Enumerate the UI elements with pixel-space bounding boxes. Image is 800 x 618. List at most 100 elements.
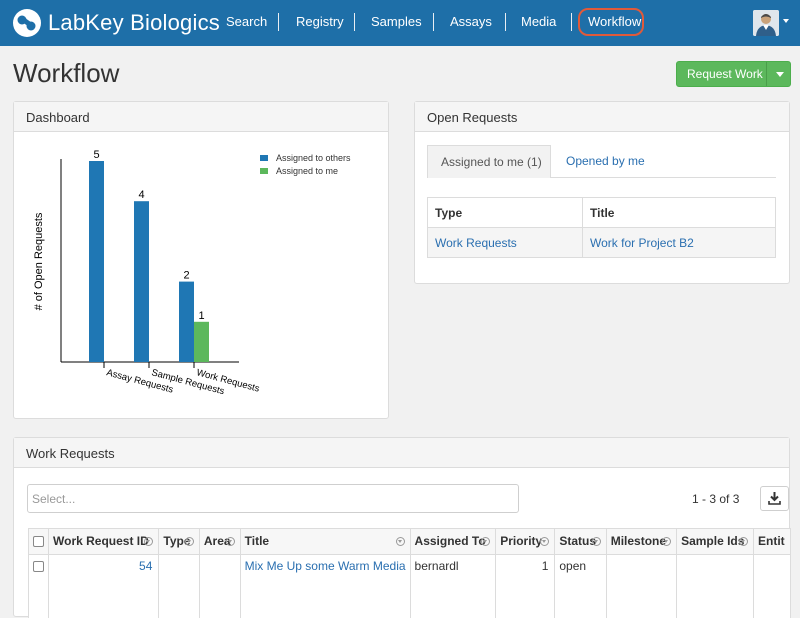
work-requests-panel-header: Work Requests — [14, 438, 789, 468]
work-requests-select-input[interactable]: Select... — [27, 484, 519, 513]
bar-value-label: 2 — [183, 270, 189, 282]
request-work-label: Request Work — [687, 67, 763, 81]
download-button[interactable] — [760, 486, 789, 511]
legend-swatch — [260, 155, 268, 161]
column-menu-icon[interactable] — [396, 537, 405, 546]
column-header-type[interactable]: Type — [159, 529, 199, 555]
column-header-label: Priority — [500, 534, 542, 548]
open-requests-panel: Open Requests Assigned to me (1) Opened … — [414, 101, 790, 284]
column-header-label: Title — [245, 534, 269, 548]
bar-assigned-to-others — [89, 161, 104, 362]
open-requests-table: Type Title Work Requests Work for Projec… — [427, 197, 776, 258]
column-menu-icon[interactable] — [481, 537, 490, 546]
open-requests-panel-header: Open Requests — [415, 102, 789, 132]
column-header-label: Assigned To — [415, 534, 486, 548]
cell-work-request-id: 54 — [49, 555, 159, 618]
pagination-count: 1 - 3 of 3 — [692, 492, 739, 506]
nav-divider — [505, 13, 506, 31]
user-avatar-icon — [753, 10, 779, 36]
cell-title: Mix Me Up some Warm Media — [240, 555, 410, 618]
logo-text: LabKey Biologics — [48, 10, 220, 36]
select-all-checkbox-cell — [29, 529, 49, 555]
tab-assigned-to-me[interactable]: Assigned to me (1) — [427, 145, 551, 178]
nav-workflow[interactable]: Workflow — [588, 14, 641, 29]
product-name: Biologics — [130, 10, 220, 35]
column-menu-icon[interactable] — [592, 537, 601, 546]
bar-assigned-to-others — [134, 201, 149, 362]
legend-swatch — [260, 168, 268, 174]
column-menu-icon[interactable] — [226, 537, 235, 546]
column-header-label: Sample Ids — [681, 534, 744, 548]
nav-divider — [278, 13, 279, 31]
select-placeholder: Select... — [32, 492, 75, 506]
user-menu-caret-icon[interactable] — [783, 19, 789, 23]
column-header-label: Status — [559, 534, 596, 548]
nav-divider — [433, 13, 434, 31]
nav-divider — [571, 13, 572, 31]
column-header-label: Milestone — [611, 534, 666, 548]
legend-entry: Assigned to others — [276, 153, 351, 163]
row-checkbox[interactable] — [33, 561, 44, 572]
nav-divider — [354, 13, 355, 31]
column-menu-icon[interactable] — [739, 537, 748, 546]
bar-value-label: 4 — [138, 189, 144, 201]
work-request-id-link[interactable]: 54 — [139, 559, 152, 573]
request-work-button[interactable]: Request Work — [676, 61, 791, 87]
brand-name: LabKey — [48, 10, 124, 35]
bar-assigned-to-others — [179, 282, 194, 362]
nav-samples[interactable]: Samples — [371, 14, 422, 29]
cell-title-link[interactable]: Work for Project B2 — [583, 228, 776, 258]
column-header-sample-ids[interactable]: Sample Ids — [677, 529, 754, 555]
cell-priority: 1 — [496, 555, 555, 618]
column-menu-icon[interactable] — [185, 537, 194, 546]
column-header-entity[interactable]: Entit — [754, 529, 791, 555]
work-requests-title: Work Requests — [26, 446, 115, 461]
download-icon — [761, 487, 788, 510]
column-header-label: Entit — [758, 534, 785, 548]
cell-type-link[interactable]: Work Requests — [428, 228, 583, 258]
cell-status: open — [555, 555, 606, 618]
cell-area — [199, 555, 240, 618]
labkey-logo[interactable]: LabKey Biologics — [12, 8, 220, 38]
bar-assigned-to-me — [194, 322, 209, 362]
cell-milestone — [606, 555, 676, 618]
column-header-type: Type — [428, 198, 583, 228]
tab-assigned-to-me-label: Assigned to me (1) — [441, 155, 542, 169]
bar-value-label: 5 — [93, 149, 99, 161]
column-header-area[interactable]: Area — [199, 529, 240, 555]
tab-opened-by-me[interactable]: Opened by me — [566, 154, 645, 168]
column-header-status[interactable]: Status — [555, 529, 606, 555]
nav-registry[interactable]: Registry — [296, 14, 344, 29]
request-work-dropdown-caret-icon[interactable] — [776, 72, 784, 77]
legend-entry: Assigned to me — [276, 166, 338, 176]
nav-search[interactable]: Search — [226, 14, 267, 29]
work-requests-grid: Work Request ID Type Area Title Assigned… — [28, 528, 791, 618]
y-axis-label: # of Open Requests — [33, 212, 45, 310]
cell-assigned-to: bernardl — [410, 555, 496, 618]
user-avatar[interactable] — [753, 10, 779, 36]
open-requests-title: Open Requests — [427, 110, 517, 125]
page-title: Workflow — [13, 58, 119, 89]
nav-media[interactable]: Media — [521, 14, 556, 29]
column-header-milestone[interactable]: Milestone — [606, 529, 676, 555]
column-header-assigned-to[interactable]: Assigned To — [410, 529, 496, 555]
column-header-title[interactable]: Title — [240, 529, 410, 555]
column-header-work-request-id[interactable]: Work Request ID — [49, 529, 159, 555]
cell-type — [159, 555, 199, 618]
table-header-row: Type Title — [428, 198, 776, 228]
select-all-checkbox[interactable] — [33, 536, 44, 547]
column-header-priority[interactable]: Priority — [496, 529, 555, 555]
row-checkbox-cell — [29, 555, 49, 618]
column-menu-icon[interactable] — [540, 537, 549, 546]
labkey-logo-icon — [12, 8, 42, 38]
work-request-title-link[interactable]: Mix Me Up some Warm Media — [245, 559, 406, 573]
column-menu-icon[interactable] — [662, 537, 671, 546]
cell-sample-ids — [677, 555, 754, 618]
bar-value-label: 1 — [198, 310, 204, 322]
column-menu-icon[interactable] — [144, 537, 153, 546]
top-navbar: LabKey Biologics Search Registry Samples… — [0, 0, 800, 46]
work-requests-panel: Work Requests Select... 1 - 3 of 3 Work … — [13, 437, 790, 617]
nav-assays[interactable]: Assays — [450, 14, 492, 29]
